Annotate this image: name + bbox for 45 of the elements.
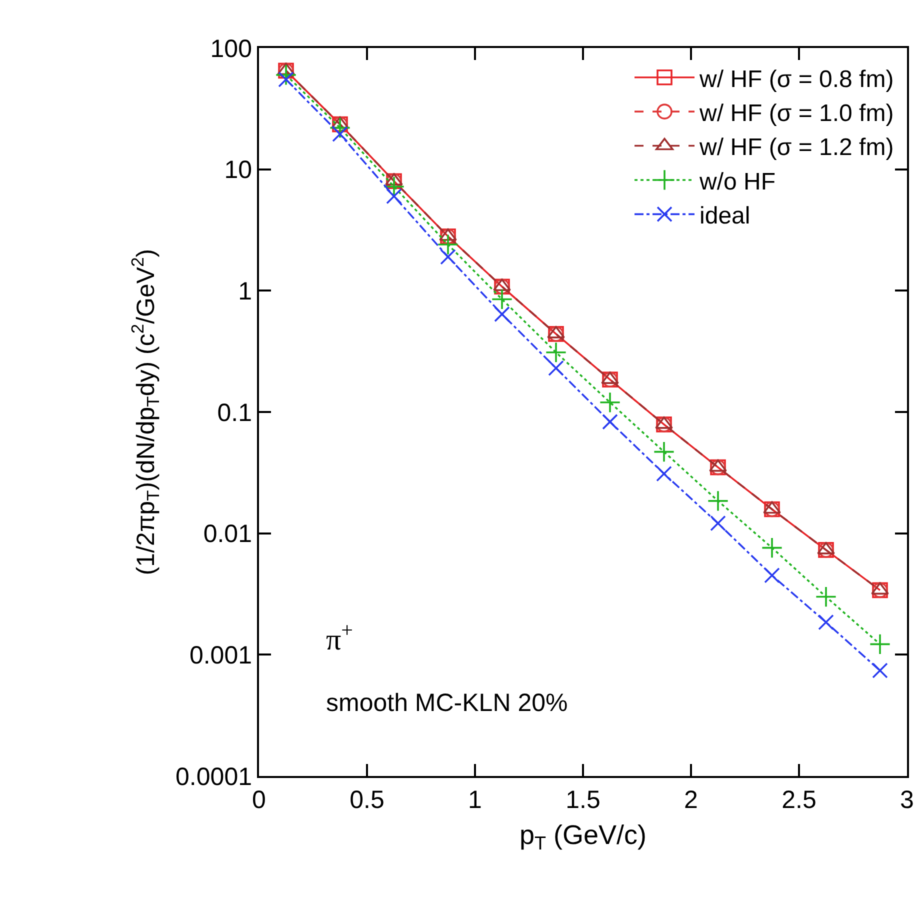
x-tick-label: 3 — [900, 786, 914, 814]
point — [599, 392, 621, 414]
point — [764, 568, 780, 584]
annotation: smooth MC-KLN 20% — [326, 689, 568, 717]
point — [332, 126, 348, 142]
point — [710, 515, 726, 532]
x-tick-label: 1.5 — [566, 786, 600, 814]
point — [818, 614, 834, 630]
point — [761, 537, 783, 558]
x-tick-label: 0.5 — [350, 786, 384, 814]
legend-label: ideal — [700, 202, 750, 230]
point — [656, 466, 672, 482]
legend-label: w/ HF (σ = 0.8 fm) — [698, 66, 894, 93]
y-tick-label: 0.01 — [203, 520, 252, 548]
x-tick-label: 2 — [684, 786, 698, 814]
point — [278, 72, 294, 88]
point — [491, 288, 513, 310]
point — [437, 234, 459, 256]
x-tick-label: 2.5 — [782, 786, 816, 814]
legend-label: w/ HF (σ = 1.0 fm) — [698, 100, 894, 127]
point — [653, 441, 675, 462]
point — [545, 342, 567, 364]
y-tick-label: 10 — [224, 156, 252, 184]
point — [440, 248, 456, 265]
point — [869, 633, 891, 655]
x-axis-title: p$_{T}$ (GeV/c) — [519, 820, 647, 855]
point — [602, 414, 618, 430]
y-tick-label: 100 — [210, 34, 252, 63]
y-tick-label: 0.0001 — [176, 762, 252, 791]
y-tick-label: 0.001 — [189, 641, 252, 670]
y-tick-label: 0.1 — [217, 398, 252, 427]
point — [494, 306, 510, 322]
point — [548, 360, 564, 376]
point — [275, 64, 297, 86]
point — [707, 490, 729, 512]
x-tick-label: 0 — [252, 786, 266, 814]
point — [386, 188, 402, 204]
annotation: π$^{+}$ — [326, 618, 353, 657]
legend-label: w/o HF — [698, 168, 776, 196]
x-tick-label: 1 — [468, 786, 482, 814]
y-tick-label: 1 — [238, 277, 252, 306]
point — [815, 586, 837, 608]
point — [872, 662, 888, 678]
legend-label: w/ HF (σ = 1.2 fm) — [698, 134, 894, 162]
point — [329, 117, 351, 138]
